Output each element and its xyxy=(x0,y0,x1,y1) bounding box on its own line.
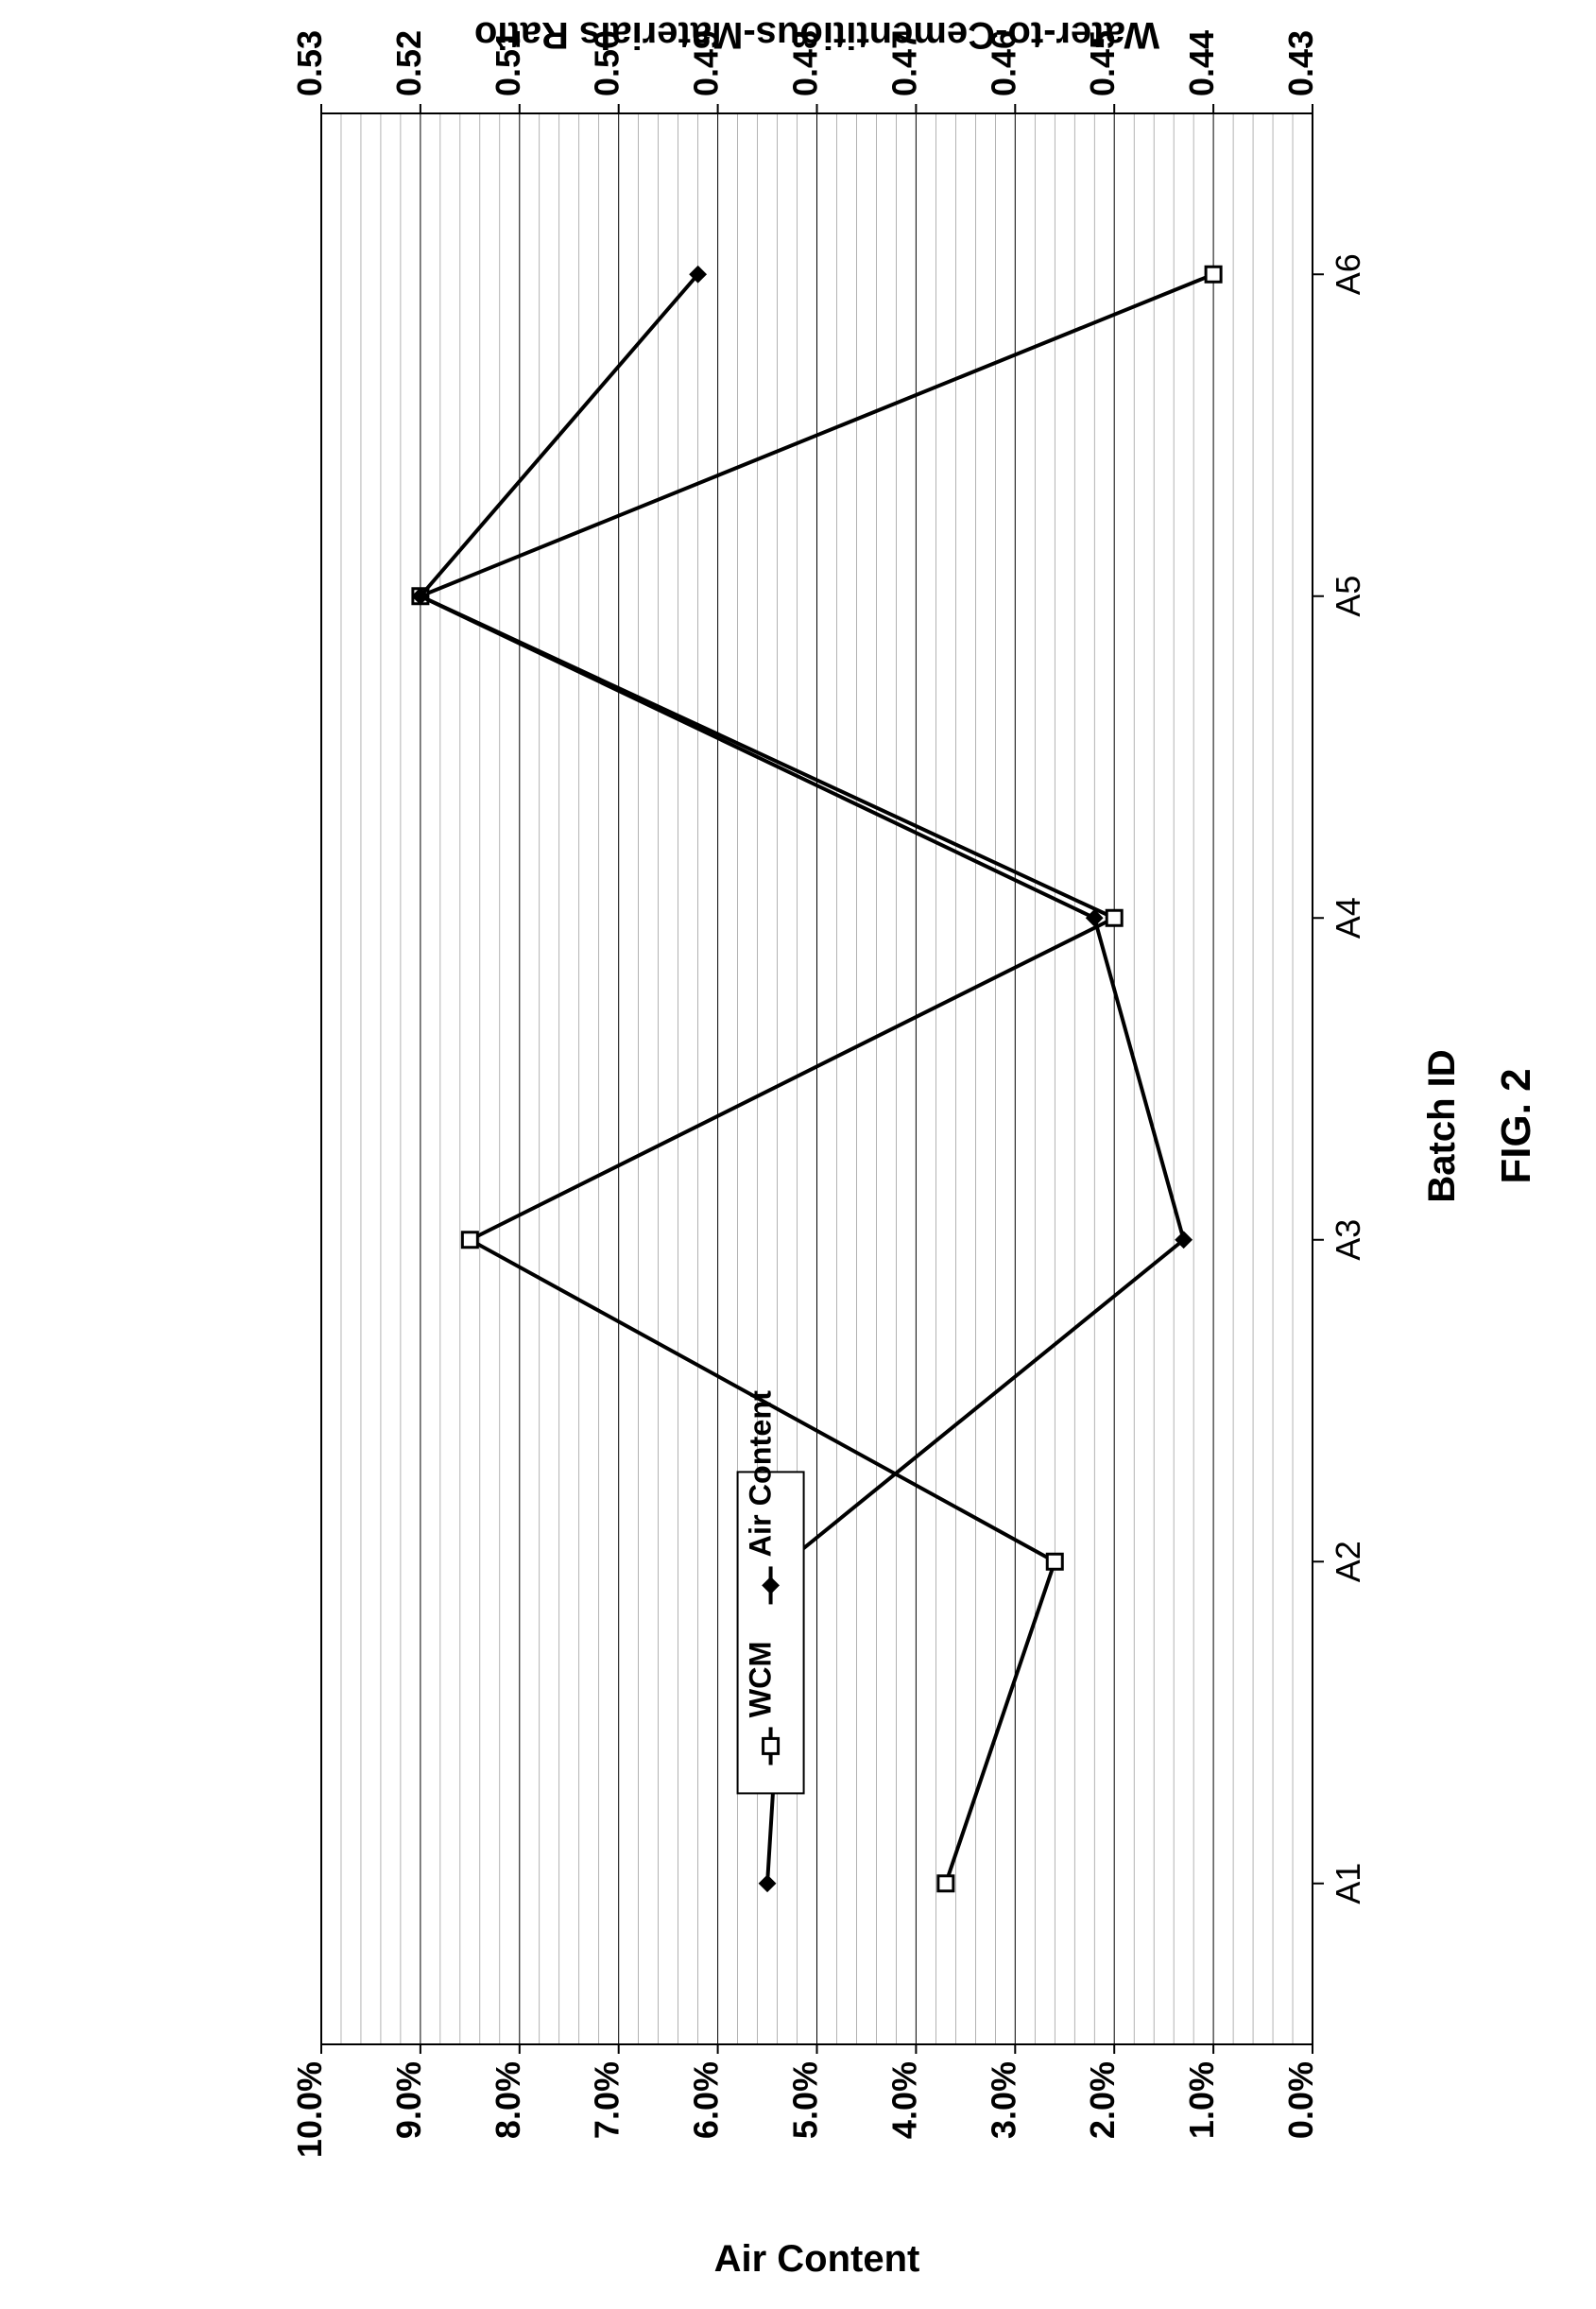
x-axis-label: Batch ID xyxy=(1421,1049,1463,1202)
y-right-axis-label: Air Content xyxy=(714,2238,920,2280)
ytick-left: 0.43 xyxy=(1281,30,1320,96)
ytick-left: 0.52 xyxy=(389,30,428,96)
ytick-right: 4.0% xyxy=(884,2061,923,2139)
ytick-right: 7.0% xyxy=(588,2061,626,2139)
ytick-right: 9.0% xyxy=(389,2061,428,2139)
legend-item-label: Air Content xyxy=(744,1390,778,1558)
chart-container: 0.430.440.450.460.470.480.490.500.510.52… xyxy=(0,0,1596,2309)
figure-caption: FIG. 2 xyxy=(1493,1068,1539,1183)
ytick-right: 0.0% xyxy=(1281,2061,1320,2139)
legend-item-label: WCM xyxy=(744,1641,778,1717)
xtick-category: A3 xyxy=(1329,1219,1367,1261)
xtick-category: A4 xyxy=(1329,897,1367,939)
y-left-axis-label: Water-to-Cementitious-Materials Ratio xyxy=(474,14,1159,56)
chart-svg: 0.430.440.450.460.470.480.490.500.510.52… xyxy=(0,0,1596,2309)
ytick-left: 0.53 xyxy=(290,30,329,96)
xtick-category: A5 xyxy=(1329,576,1367,617)
ytick-right: 2.0% xyxy=(1083,2061,1122,2139)
ytick-right: 10.0% xyxy=(290,2061,329,2158)
ytick-right: 5.0% xyxy=(786,2061,825,2139)
ytick-right: 6.0% xyxy=(687,2061,726,2139)
xtick-category: A6 xyxy=(1329,253,1367,295)
ytick-right: 3.0% xyxy=(984,2061,1022,2139)
xtick-category: A2 xyxy=(1329,1541,1367,1582)
page-root: 0.430.440.450.460.470.480.490.500.510.52… xyxy=(0,0,1596,2309)
ytick-right: 8.0% xyxy=(489,2061,527,2139)
ytick-right: 1.0% xyxy=(1182,2061,1221,2139)
ytick-left: 0.44 xyxy=(1182,30,1221,96)
xtick-category: A1 xyxy=(1329,1863,1367,1904)
